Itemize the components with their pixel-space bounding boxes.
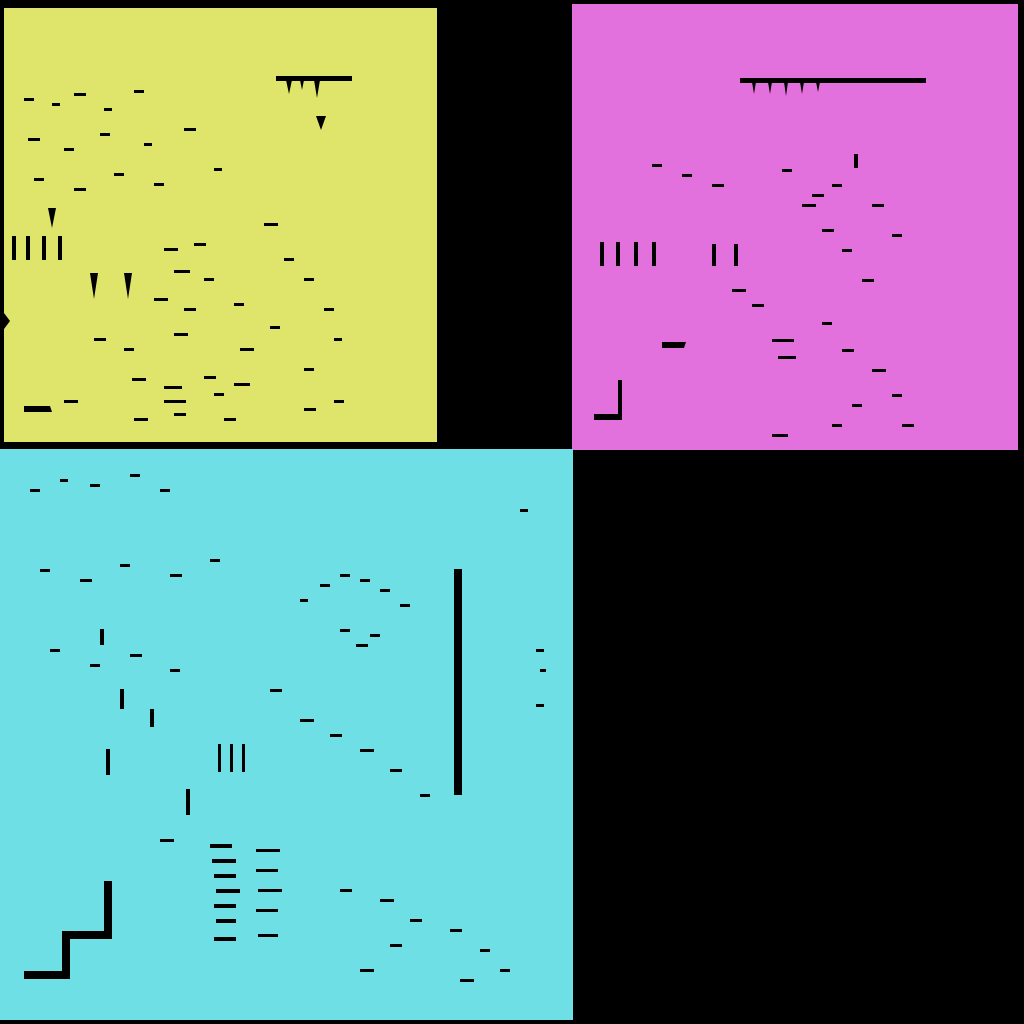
cyan-tick [218,744,221,772]
cyan-panel-svg [0,449,573,1020]
magenta-drips [752,82,820,96]
yellow-left-bump [4,313,10,329]
magenta-tick [712,244,716,266]
magenta-tick [652,242,656,266]
yellow-dashes [24,90,344,421]
yellow-tick [42,236,46,260]
magenta-panel-fill [572,4,1018,450]
magenta-corner [594,380,622,420]
cyan-tick [242,744,245,772]
yellow-tick [26,236,30,260]
yellow-panel-svg [4,8,437,442]
magenta-tick [634,242,638,266]
cyan-vertical-bar [454,569,462,795]
magenta-panel-svg [572,4,1018,450]
magenta-notch [854,154,858,168]
magenta-tick [616,242,620,266]
yellow-texture-panel [4,8,437,442]
yellow-top-bar [276,76,352,81]
yellow-drip [286,80,320,98]
yellow-notch [316,116,326,130]
cyan-panel-fill [0,449,573,1020]
yellow-tick [58,236,62,260]
yellow-bottom-blob [24,406,52,412]
cyan-tick [230,744,233,772]
yellow-panel-fill [4,8,437,442]
cyan-tick [186,789,190,815]
yellow-tick [12,236,16,260]
magenta-tick [600,242,604,266]
cyan-corner-stair [24,881,112,979]
magenta-tick [734,244,738,266]
magenta-panel-marks [594,78,926,437]
magenta-top-bar [740,78,926,83]
yellow-panel-marks [4,76,352,421]
magenta-texture-panel [572,4,1018,450]
cyan-panel-marks [24,474,546,982]
magenta-blob [662,342,686,348]
cyan-texture-panel [0,449,573,1020]
